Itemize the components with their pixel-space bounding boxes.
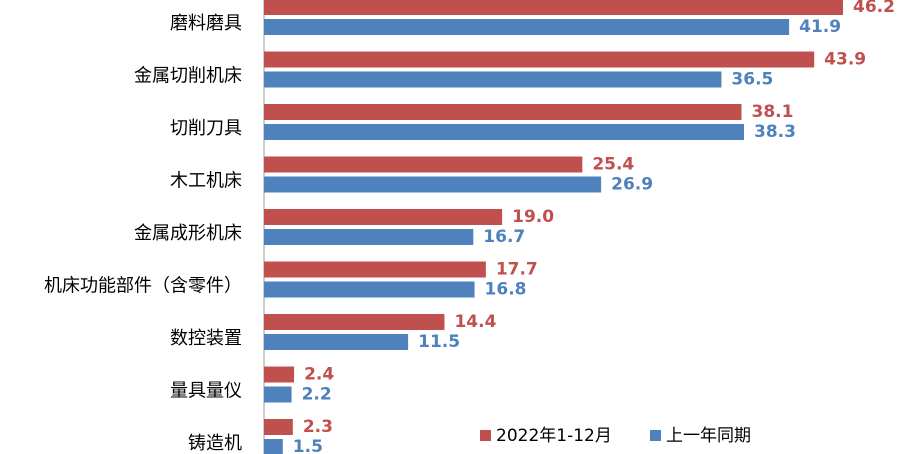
category-label: 机床功能部件（含零件） [44, 276, 242, 297]
value-label: 11.5 [418, 332, 460, 352]
value-label: 14.4 [454, 312, 496, 332]
value-label: 17.7 [496, 260, 538, 280]
value-label: 19.0 [512, 207, 554, 227]
category-label: 铸造机 [188, 433, 242, 454]
value-label: 36.5 [731, 70, 773, 90]
legend-swatch [650, 430, 661, 441]
bar [264, 104, 742, 120]
value-label: 2.3 [303, 417, 333, 437]
bar [264, 281, 475, 298]
bar [264, 19, 790, 35]
bar [264, 334, 409, 350]
value-label: 46.2 [853, 0, 895, 17]
bar [264, 366, 295, 383]
bar [264, 176, 602, 193]
category-label: 切削刀具 [170, 118, 242, 139]
bar [264, 314, 445, 330]
category-label: 金属成形机床 [134, 223, 242, 244]
value-label: 16.8 [485, 280, 527, 300]
value-label: 2.2 [302, 385, 332, 405]
value-label: 25.4 [592, 155, 634, 175]
value-label: 1.5 [293, 437, 323, 454]
value-label: 43.9 [824, 50, 866, 70]
bar [264, 419, 293, 435]
value-label: 41.9 [799, 17, 841, 37]
bar [264, 0, 843, 15]
legend-swatch [480, 430, 491, 441]
bar [264, 71, 722, 88]
bar [264, 229, 474, 245]
value-label: 2.4 [304, 365, 334, 385]
category-label: 磨料磨具 [170, 13, 242, 34]
category-label: 数控装置 [170, 328, 242, 349]
value-label: 38.3 [754, 122, 796, 142]
category-label: 木工机床 [170, 171, 242, 192]
bar [264, 51, 815, 68]
legend-label: 上一年同期 [666, 426, 751, 446]
bar [264, 261, 486, 278]
value-label: 38.1 [751, 102, 793, 122]
value-label: 26.9 [611, 175, 653, 195]
bar [264, 156, 583, 173]
bar [264, 386, 292, 403]
legend-label: 2022年1-12月 [496, 426, 612, 446]
bar [264, 439, 283, 454]
category-label: 金属切削机床 [134, 66, 242, 87]
bar [264, 124, 744, 140]
bar [264, 209, 503, 225]
category-label: 量具量仪 [170, 381, 242, 402]
value-label: 16.7 [483, 227, 525, 247]
